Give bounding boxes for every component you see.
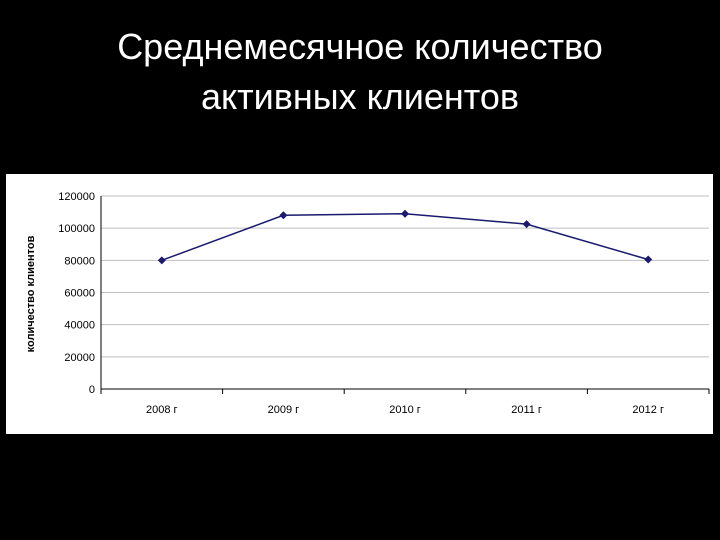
y-axis-title: количество клиентов <box>25 235 37 352</box>
slide-title-line-1: Среднемесячное количество <box>117 26 603 67</box>
x-category-label: 2008 г <box>146 404 178 416</box>
line-chart: 0 20000 40000 60000 80000 100000 120000 2008 г… <box>25 191 710 416</box>
x-category-label: 2010 г <box>389 404 421 416</box>
y-tick-label: 40000 <box>64 320 95 332</box>
series-layer <box>157 209 653 265</box>
slide-title: Среднемесячное количество активных клиен… <box>0 22 720 122</box>
y-tick-label: 80000 <box>64 255 95 267</box>
y-tick-label: 60000 <box>64 288 95 300</box>
slide-title-line-2: активных клиентов <box>200 76 520 117</box>
x-axis: 2008 г 2009 г 2010 г 2011 г 2012 г <box>100 389 710 416</box>
data-point-marker <box>522 220 531 229</box>
gridlines <box>101 195 709 390</box>
y-tick-label: 100000 <box>58 223 95 235</box>
x-category-label: 2011 г <box>511 404 542 416</box>
x-category-label: 2012 г <box>632 404 664 416</box>
series-line <box>161 212 649 262</box>
y-tick-label: 0 <box>89 384 95 396</box>
data-point-marker <box>644 255 653 264</box>
data-point-marker <box>279 211 288 220</box>
chart-panel: 0 20000 40000 60000 80000 100000 120000 2008 г… <box>6 174 713 434</box>
y-tick-label: 120000 <box>58 191 95 203</box>
data-point-marker <box>157 256 166 265</box>
x-category-label: 2009 г <box>268 404 300 416</box>
y-tick-label: 20000 <box>64 352 95 364</box>
data-point-marker <box>401 209 409 218</box>
y-axis: 0 20000 40000 60000 80000 100000 120000 <box>58 191 102 396</box>
